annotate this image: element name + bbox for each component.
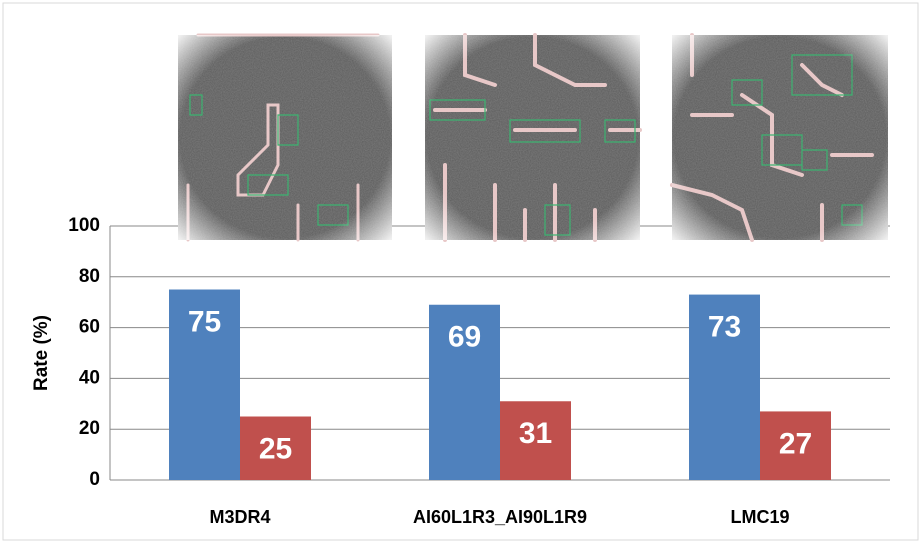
sem-image xyxy=(670,33,888,242)
value-label: 27 xyxy=(779,427,812,460)
bar xyxy=(169,289,240,480)
y-tick-label: 80 xyxy=(79,266,100,287)
x-tick-label: LMC19 xyxy=(730,507,789,527)
plot-area: 0 20 40 60 80 100 M3DR4 75 25 AI60L1R3_AI90L1R9 69… xyxy=(68,215,890,527)
value-label: 31 xyxy=(519,417,552,450)
y-tick-label: 40 xyxy=(79,367,100,388)
sem-images xyxy=(178,33,888,242)
y-tick-label: 20 xyxy=(79,418,100,439)
value-label: 25 xyxy=(259,432,292,465)
bar xyxy=(760,411,831,480)
bar xyxy=(689,294,760,480)
value-label: 73 xyxy=(708,311,741,344)
sem-image xyxy=(178,33,392,242)
x-tick-label: M3DR4 xyxy=(209,507,270,527)
y-tick-label: 0 xyxy=(89,469,100,490)
bar xyxy=(500,401,571,480)
x-tick-label: AI60L1R3_AI90L1R9 xyxy=(413,507,587,527)
bar xyxy=(429,304,500,480)
value-label: 75 xyxy=(188,305,221,338)
y-tick-label: 100 xyxy=(68,215,100,236)
y-axis-label: Rate (%) xyxy=(31,315,52,391)
y-tick-label: 60 xyxy=(79,317,100,338)
sem-image xyxy=(425,33,642,242)
value-label: 69 xyxy=(448,321,481,354)
bar xyxy=(240,416,311,480)
